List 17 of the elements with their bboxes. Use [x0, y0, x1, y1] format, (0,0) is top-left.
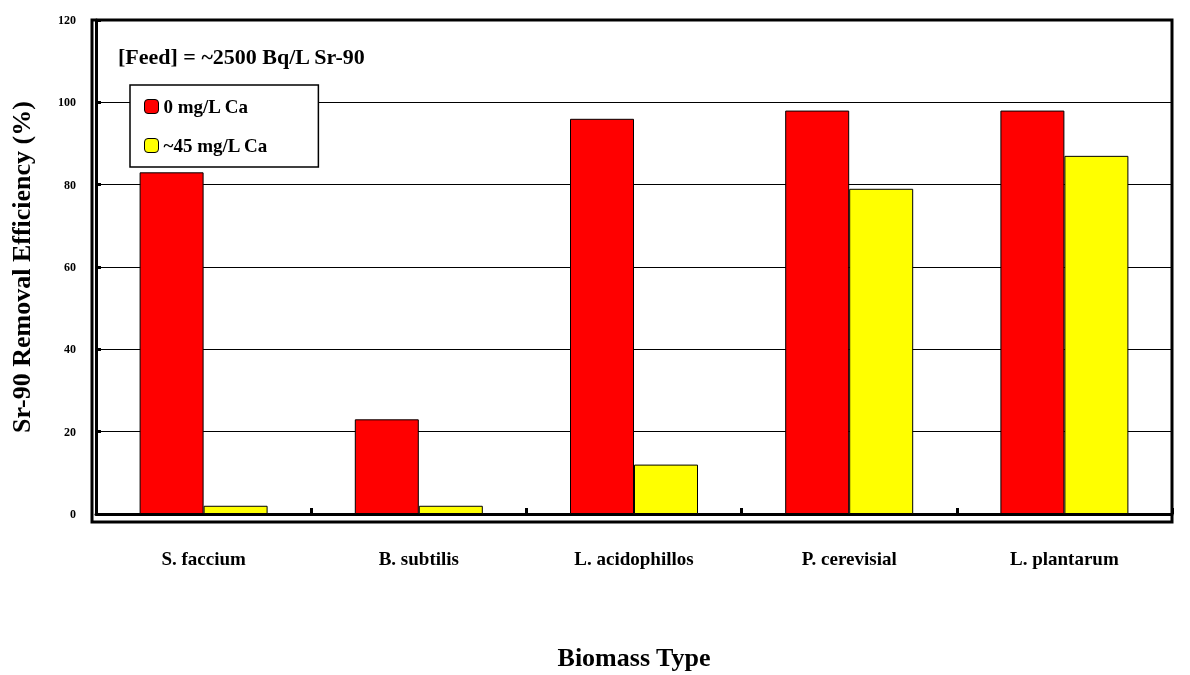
x-axis-title: Biomass Type	[557, 642, 711, 672]
y-axis-title: Sr-90 Removal Efficiency (%)	[6, 101, 36, 433]
x-tick-label: L. plantarum	[1010, 548, 1119, 569]
x-tick-label: S. faccium	[161, 548, 246, 569]
x-tick-label: B. subtilis	[378, 548, 459, 569]
annotation: [Feed] = ~2500 Bq/L Sr-90	[118, 43, 365, 69]
legend-label: 0 mg/L Ca	[163, 96, 249, 117]
y-tick-label: 40	[64, 342, 76, 357]
y-tick-label: 20	[64, 424, 76, 439]
x-tick-label: P. cerevisial	[801, 548, 897, 569]
y-tick-label: 80	[64, 177, 76, 192]
y-tick-label: 100	[58, 95, 76, 110]
x-tick-label: L. acidophillos	[574, 548, 694, 569]
legend-label: ~45 mg/L Ca	[163, 135, 268, 156]
y-tick-label: 60	[64, 260, 76, 274]
y-tick-label: 0	[70, 507, 76, 521]
y-tick-label: 120	[58, 13, 76, 27]
